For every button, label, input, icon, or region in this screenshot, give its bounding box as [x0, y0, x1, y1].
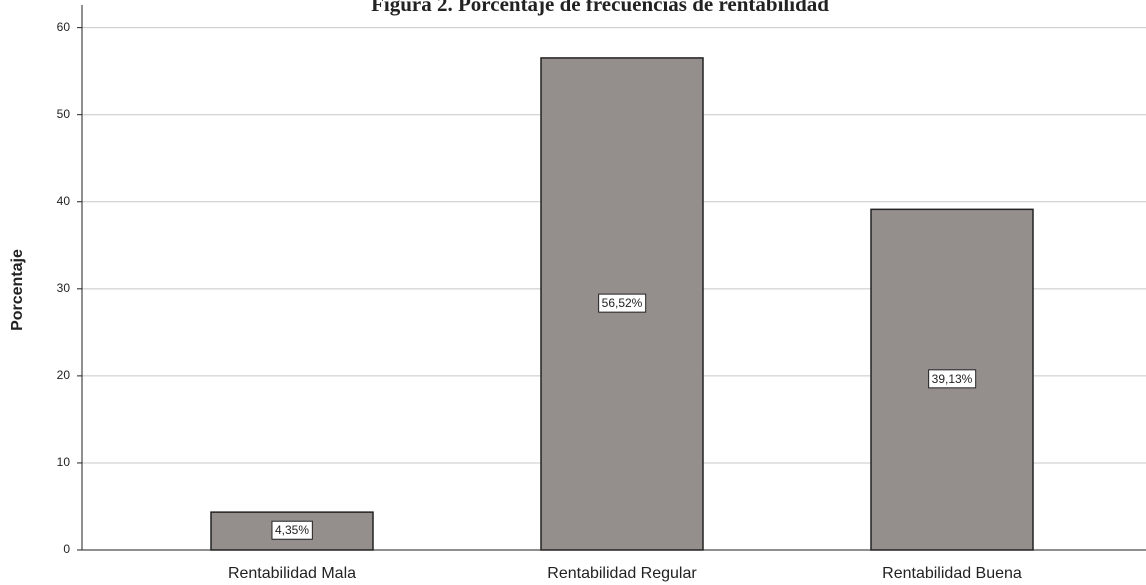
- y-tick-label: 60: [57, 20, 71, 34]
- y-axis-label: Porcentaje: [9, 249, 26, 331]
- y-tick-label: 0: [63, 542, 70, 556]
- x-tick-label: Rentabilidad Buena: [882, 565, 1022, 582]
- x-tick-label: Rentabilidad Mala: [228, 565, 356, 582]
- data-label-box: [271, 520, 313, 540]
- x-tick-label: Rentabilidad Regular: [547, 565, 697, 582]
- data-label: 56,52%: [602, 296, 643, 310]
- y-tick-label: 30: [57, 281, 71, 295]
- data-label: 39,13%: [932, 372, 973, 386]
- y-tick-label: 10: [57, 455, 71, 469]
- data-label-box: [598, 293, 647, 313]
- y-tick-label: 40: [57, 194, 71, 208]
- y-tick-label: 20: [57, 368, 71, 382]
- chart-title: Figura 2. Porcentaje de frecuencias de r…: [371, 0, 829, 16]
- data-label: 4,35%: [275, 523, 309, 537]
- data-label-box: [928, 369, 977, 389]
- y-tick-label: 50: [57, 107, 71, 121]
